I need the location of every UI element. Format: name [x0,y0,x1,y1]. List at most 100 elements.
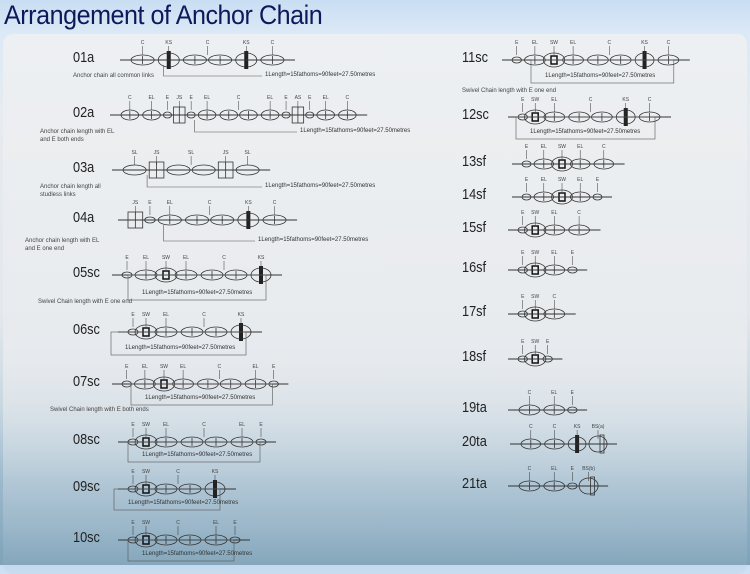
diagram-code: 03a [73,159,95,176]
diagram-code: 16sf [462,259,487,276]
component-label: E [521,250,525,256]
component-label: SW [531,294,539,300]
diagram-code: 07sc [73,373,100,390]
component-label: C [176,520,180,526]
component-label: C [602,144,606,150]
component-label: EL [577,177,583,183]
length-note: 1Length=15fathoms=90feet=27.50metres [125,345,236,351]
diagram-code: 21ta [462,475,487,492]
component-label: C [528,390,532,396]
diagram-caption: Anchor chain length with EL and E one en… [25,238,100,252]
component-label: C [273,200,277,206]
component-label: E [131,520,135,526]
component-label: KS [245,200,252,206]
diagram-code: 11sc [462,49,488,66]
component-label: C [128,95,132,101]
component-label: JS [154,150,161,156]
length-bracket [127,274,267,301]
component-label: E [125,255,129,261]
component-label: E [148,200,152,206]
component-label: EL [551,250,557,256]
page-title: Arrangement of Anchor Chain [4,0,323,30]
component-label: KS [622,97,629,103]
diagram-code: 19ta [462,399,487,416]
component-label: KS [243,40,250,46]
diagram-caption: Swivel Chain length with E one end [462,88,557,94]
component-label: SW [558,177,566,183]
component-label: C [222,255,226,261]
component-label: AS [295,95,302,101]
length-note: 1Length=15fathoms=90feet=27.50metres [265,183,376,189]
diagram-code: 04a [73,209,95,226]
component-label: C [552,294,556,300]
component-label: EL [239,422,245,428]
component-label: E [515,40,519,46]
component-label: E [571,466,575,472]
component-label: C [141,40,145,46]
component-label: E [131,469,135,475]
length-bracket [113,488,221,511]
component-label: KS [238,312,245,318]
component-label: BS(b) [582,466,595,472]
component-label: C [346,95,350,101]
diagram-code: 09sc [73,478,100,495]
component-label: C [202,312,206,318]
component-label: E [521,97,525,103]
component-label: E [131,312,135,318]
component-label: C [528,466,532,472]
component-label: E [259,422,263,428]
component-label: EL [551,97,557,103]
length-note: 1Length=15fathoms=90feet=27.50metres [142,452,253,458]
component-label: SL [132,150,138,156]
component-label: SW [142,520,150,526]
diagram-code: 17sf [462,303,487,320]
length-bracket [530,59,675,84]
diagram-code: 12sc [462,106,489,123]
component-label: C [237,95,241,101]
diagram-code: 20ta [462,433,487,450]
length-note: 1Length=15fathoms=90feet=27.50metres [300,128,411,134]
component-label: E [125,364,129,370]
diagram-caption: Anchor chain length all studless links [40,184,101,198]
diagram-code: 02a [73,104,95,121]
component-label: SW [558,144,566,150]
component-label: EL [180,364,186,370]
component-label: SW [142,312,150,318]
diagram-code: 13sf [462,153,487,170]
length-note: 1Length=15fathoms=90feet=27.50metres [142,551,253,557]
component-label: E [571,250,575,256]
length-note: 1Length=15fathoms=90feet=27.50metres [145,395,256,401]
diagram-code: 08sc [73,431,100,448]
component-label: EL [323,95,329,101]
diagram-code: 15sf [462,219,487,236]
component-label: E [521,294,525,300]
diagram-code: 18sf [462,348,487,365]
component-label: EL [551,466,557,472]
component-label: C [217,364,221,370]
component-label: C [648,97,652,103]
component-label: KS [258,255,265,261]
component-label: EL [267,95,273,101]
diagram-code: 10sc [73,529,100,546]
component-label: C [589,97,593,103]
length-bracket [146,175,262,188]
component-label: SW [531,339,539,345]
length-bracket [130,383,273,406]
diagram-caption: Swivel Chain length with E one end [38,299,133,305]
diagram-code: 05sc [73,264,100,281]
length-bracket [110,331,247,356]
component-label: SW [162,255,170,261]
component-label: EL [551,210,557,216]
component-label: EL [204,95,210,101]
component-label: C [529,424,533,430]
length-bracket [163,225,255,242]
component-label: EL [143,255,149,261]
component-label: EL [183,255,189,261]
component-label: EL [163,422,169,428]
component-label: E [166,95,170,101]
component-label: C [176,469,180,475]
component-label: KS [212,469,219,475]
diagram-code: 01a [73,49,95,66]
component-label: C [271,40,275,46]
